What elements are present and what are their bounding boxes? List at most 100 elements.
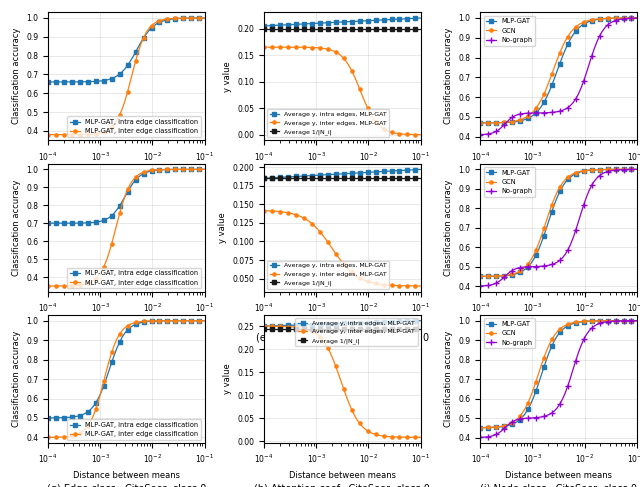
Average y, inter edges, MLP-GAT (300, 44, 308, 50)
MLP-GAT, intra edge classification (142, 31, 150, 37)
Average 1/|N_i| (358, 326, 366, 332)
GCN (575, 22, 582, 28)
GCN (503, 119, 511, 125)
Average y, inter edges, MLP-GAT (417, 283, 424, 289)
MLP-GAT, inter edge classification (70, 432, 78, 438)
Y-axis label: Classification accuracy: Classification accuracy (444, 180, 453, 276)
MLP-GAT, intra edge classification (70, 414, 78, 420)
Average 1/|N_i| (310, 175, 318, 181)
Line: Average 1/|N_i|: Average 1/|N_i| (262, 327, 422, 330)
GCN (529, 253, 537, 259)
No-graph (529, 263, 537, 269)
GCN (516, 413, 524, 419)
Line: GCN: GCN (479, 319, 638, 429)
X-axis label: Distance between means: Distance between means (505, 319, 612, 329)
GCN (516, 268, 524, 274)
GCN (527, 111, 534, 117)
MLP-GAT, inter edge classification (84, 281, 92, 286)
Legend: MLP-GAT, GCN, No-graph: MLP-GAT, GCN, No-graph (484, 318, 535, 348)
No-graph (529, 415, 537, 421)
MLP-GAT, inter edge classification (142, 169, 150, 174)
Average y, intra edges, MLP-GAT (305, 21, 313, 27)
Average 1/|N_i| (287, 175, 294, 181)
Average y, intra edges, MLP-GAT (260, 175, 268, 181)
MLP-GAT, inter edge classification (90, 278, 97, 283)
Average y, intra edges, MLP-GAT (300, 322, 308, 328)
Legend: MLP-GAT, intra edge classification, MLP-GAT, inter edge classification: MLP-GAT, intra edge classification, MLP-… (67, 268, 201, 288)
Legend: Average y, intra edges, MLP-GAT, Average y, inter edges, MLP-GAT, Average 1/|N_i: Average y, intra edges, MLP-GAT, Average… (268, 261, 389, 289)
Title: (d) Edge class., PubMed, class 0: (d) Edge class., PubMed, class 0 (48, 333, 205, 342)
MLP-GAT, intra edge classification (97, 218, 105, 224)
MLP-GAT, inter edge classification (142, 318, 150, 324)
MLP-GAT, inter edge classification (90, 131, 97, 137)
MLP-GAT, inter edge classification (97, 269, 105, 275)
MLP-GAT, intra edge classification (201, 15, 209, 21)
MLP-GAT, inter edge classification (70, 131, 78, 137)
Average y, intra edges, MLP-GAT (300, 21, 308, 27)
No-graph (527, 264, 534, 270)
No-graph (516, 264, 524, 270)
MLP-GAT, intra edge classification (142, 319, 150, 325)
Average 1/|N_i| (314, 175, 321, 181)
No-graph (503, 119, 511, 125)
Line: Average y, intra edges, MLP-GAT: Average y, intra edges, MLP-GAT (262, 17, 422, 28)
X-axis label: Distance between means: Distance between means (73, 471, 180, 480)
Legend: Average y, intra edges, MLP-GAT, Average y, inter edges, MLP-GAT, Average 1/|N_i: Average y, intra edges, MLP-GAT, Average… (296, 318, 417, 346)
Average 1/|N_i| (305, 26, 313, 32)
Average y, inter edges, MLP-GAT (358, 276, 366, 282)
X-axis label: Distance between means: Distance between means (505, 471, 612, 480)
Average y, intra edges, MLP-GAT (314, 172, 321, 178)
Average 1/|N_i| (305, 175, 313, 181)
MLP-GAT (529, 112, 537, 118)
Average y, intra edges, MLP-GAT (314, 20, 321, 26)
Average y, intra edges, MLP-GAT (358, 320, 366, 326)
MLP-GAT, intra edge classification (70, 220, 78, 226)
Average y, inter edges, MLP-GAT (287, 210, 294, 216)
MLP-GAT, inter edge classification (44, 131, 52, 137)
No-graph (633, 318, 640, 324)
No-graph (522, 415, 529, 421)
MLP-GAT, intra edge classification (90, 404, 97, 410)
Average 1/|N_i| (300, 26, 308, 32)
MLP-GAT, inter edge classification (95, 398, 102, 404)
Title: (b) Attention coef., Cora, class 0: (b) Attention coef., Cora, class 0 (264, 181, 421, 191)
Line: Average 1/|N_i|: Average 1/|N_i| (262, 27, 422, 30)
No-graph (503, 272, 511, 278)
Average y, inter edges, MLP-GAT (305, 44, 313, 50)
MLP-GAT (516, 118, 524, 124)
MLP-GAT, inter edge classification (84, 423, 92, 429)
MLP-GAT, inter edge classification (97, 389, 105, 394)
GCN (527, 393, 534, 399)
Average y, intra edges, MLP-GAT (417, 167, 424, 172)
No-graph (633, 15, 640, 21)
X-axis label: Distance between means: Distance between means (289, 168, 396, 177)
X-axis label: Distance between means: Distance between means (73, 168, 180, 177)
Average y, inter edges, MLP-GAT (358, 93, 366, 98)
X-axis label: Distance between means: Distance between means (289, 319, 396, 329)
Average y, inter edges, MLP-GAT (314, 332, 321, 337)
MLP-GAT, inter edge classification (95, 131, 102, 136)
X-axis label: Distance between means: Distance between means (73, 319, 180, 329)
No-graph (516, 416, 524, 422)
Line: MLP-GAT, inter edge classification: MLP-GAT, inter edge classification (47, 17, 206, 136)
Average y, inter edges, MLP-GAT (310, 330, 318, 336)
Average y, intra edges, MLP-GAT (305, 322, 313, 328)
GCN (503, 272, 511, 278)
No-graph (503, 423, 511, 429)
Line: MLP-GAT, intra edge classification: MLP-GAT, intra edge classification (47, 319, 206, 419)
No-graph (527, 415, 534, 421)
MLP-GAT, intra edge classification (97, 390, 105, 395)
Line: MLP-GAT, inter edge classification: MLP-GAT, inter edge classification (47, 168, 206, 288)
Average 1/|N_i| (358, 175, 366, 181)
GCN (633, 15, 640, 21)
No-graph (476, 434, 484, 440)
MLP-GAT (527, 401, 534, 407)
Average y, intra edges, MLP-GAT (260, 23, 268, 29)
Average y, intra edges, MLP-GAT (300, 173, 308, 179)
MLP-GAT, intra edge classification (44, 415, 52, 421)
X-axis label: Distance between means: Distance between means (289, 471, 396, 480)
MLP-GAT, intra edge classification (201, 318, 209, 324)
MLP-GAT, intra edge classification (142, 169, 150, 175)
GCN (575, 319, 582, 325)
Average 1/|N_i| (305, 326, 313, 332)
